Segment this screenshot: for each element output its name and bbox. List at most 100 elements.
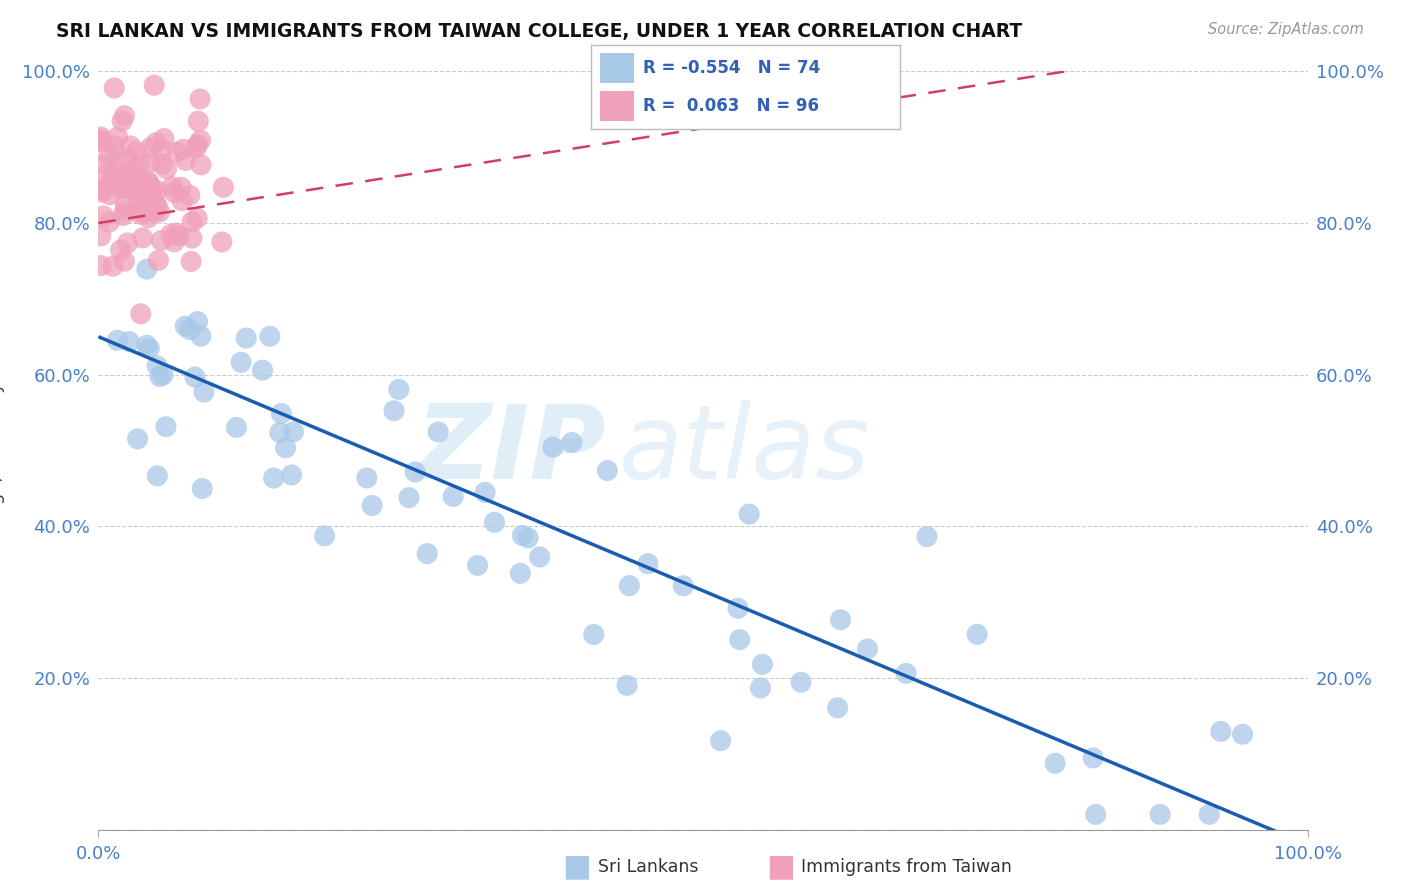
Point xyxy=(710,733,733,747)
Point xyxy=(155,161,177,176)
Point xyxy=(93,209,115,223)
Point xyxy=(180,231,202,245)
Point xyxy=(1084,807,1107,822)
Point xyxy=(1043,756,1066,771)
Point xyxy=(509,566,531,581)
Point xyxy=(125,145,148,159)
Point xyxy=(128,172,150,186)
Point xyxy=(467,558,489,573)
Point xyxy=(180,254,202,268)
Point xyxy=(114,109,136,123)
Point xyxy=(163,235,186,249)
Text: atlas: atlas xyxy=(619,401,870,500)
Point xyxy=(90,186,112,200)
Point xyxy=(749,681,772,695)
Point xyxy=(190,158,212,172)
Point xyxy=(274,441,297,455)
Point xyxy=(101,259,124,273)
Point xyxy=(103,81,125,95)
Point xyxy=(138,155,160,169)
Point xyxy=(153,131,176,145)
Point xyxy=(190,133,212,147)
Point xyxy=(146,359,169,373)
Point xyxy=(145,136,167,150)
Point xyxy=(134,205,156,219)
Point xyxy=(280,467,302,482)
Point xyxy=(114,204,136,219)
Point xyxy=(1232,727,1254,741)
Point xyxy=(541,440,564,454)
FancyBboxPatch shape xyxy=(600,54,634,83)
Point xyxy=(90,183,112,197)
Point xyxy=(184,141,207,155)
Point xyxy=(120,164,142,178)
Point xyxy=(388,383,411,397)
Point xyxy=(90,133,112,147)
Point xyxy=(1209,724,1232,739)
Point xyxy=(136,176,159,190)
Point xyxy=(120,139,142,153)
Point xyxy=(112,209,135,223)
Point xyxy=(170,180,193,194)
Point xyxy=(149,205,172,219)
Point xyxy=(193,384,215,399)
Text: ■: ■ xyxy=(562,853,591,881)
Point xyxy=(132,192,155,206)
Point xyxy=(146,199,169,213)
Point xyxy=(143,78,166,93)
Point xyxy=(138,175,160,189)
Point xyxy=(474,485,496,500)
Point xyxy=(894,666,917,681)
Point xyxy=(128,199,150,213)
Point xyxy=(225,420,247,434)
Point xyxy=(155,419,177,434)
Point xyxy=(97,148,120,162)
Point xyxy=(172,194,194,208)
Point xyxy=(107,130,129,145)
Point xyxy=(561,435,583,450)
Point xyxy=(619,579,641,593)
Point xyxy=(427,425,450,439)
Point xyxy=(512,528,534,542)
Point xyxy=(117,152,139,166)
Point xyxy=(186,211,208,226)
Point xyxy=(790,675,813,690)
Point xyxy=(160,227,183,242)
Point xyxy=(186,315,208,329)
Point xyxy=(117,235,139,250)
Point xyxy=(751,657,773,672)
Point xyxy=(148,253,170,268)
Point xyxy=(90,183,112,197)
Y-axis label: College, Under 1 year: College, Under 1 year xyxy=(0,352,6,549)
Point xyxy=(172,142,194,156)
Point xyxy=(138,342,160,356)
Point xyxy=(179,188,201,202)
Point xyxy=(187,114,209,128)
Point xyxy=(727,601,749,615)
Text: SRI LANKAN VS IMMIGRANTS FROM TAIWAN COLLEGE, UNDER 1 YEAR CORRELATION CHART: SRI LANKAN VS IMMIGRANTS FROM TAIWAN COL… xyxy=(56,22,1022,41)
Point xyxy=(738,507,761,521)
Point xyxy=(129,207,152,221)
Point xyxy=(146,184,169,198)
Point xyxy=(105,334,128,348)
Text: R = -0.554   N = 74: R = -0.554 N = 74 xyxy=(643,59,820,77)
Point xyxy=(190,329,212,343)
Point xyxy=(529,549,551,564)
Point xyxy=(269,425,291,440)
Point xyxy=(517,531,540,545)
Point xyxy=(259,329,281,343)
Point xyxy=(129,204,152,219)
Text: Sri Lankans: Sri Lankans xyxy=(598,858,697,876)
Point xyxy=(252,363,274,377)
Point xyxy=(90,135,112,149)
Point xyxy=(114,198,136,212)
Point xyxy=(121,183,143,197)
Point xyxy=(110,243,132,257)
Point xyxy=(830,613,852,627)
Point xyxy=(856,642,879,657)
Point xyxy=(90,259,112,273)
Point xyxy=(672,579,695,593)
Point xyxy=(150,157,173,171)
Point xyxy=(270,407,292,421)
Point xyxy=(100,173,122,187)
